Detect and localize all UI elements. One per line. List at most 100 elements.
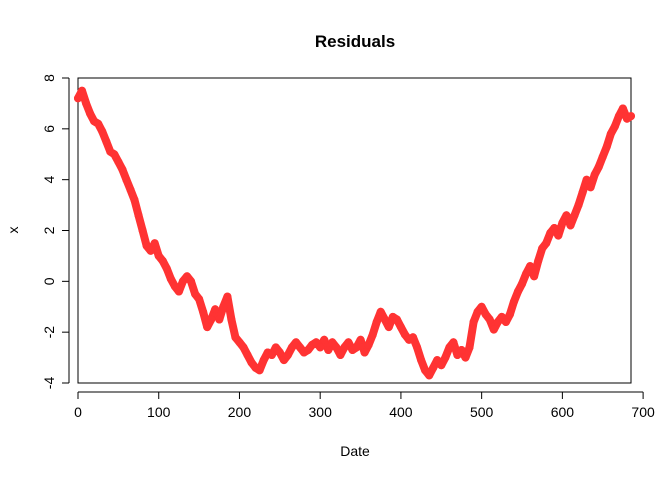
data-point: [110, 150, 119, 159]
plot-area-border: [77, 77, 632, 384]
data-point: [364, 340, 373, 349]
data-point: [441, 353, 450, 362]
data-point: [74, 94, 82, 103]
data-point: [239, 343, 248, 352]
data-point: [505, 310, 514, 319]
data-point: [570, 211, 579, 220]
data-point: [98, 127, 107, 136]
data-point: [477, 302, 486, 311]
data-point: [130, 196, 139, 204]
x-axis-label: Date: [340, 443, 370, 459]
x-tick-label: 600: [551, 404, 575, 420]
data-point: [574, 201, 583, 210]
data-point: [380, 315, 389, 324]
y-tick-label: 0: [41, 277, 57, 285]
y-axis: -4 -2 0 2 4 6 8: [41, 74, 70, 390]
data-point: [259, 356, 268, 365]
data-point: [360, 348, 369, 357]
data-point: [320, 335, 329, 344]
data-point: [138, 226, 147, 235]
data-point: [352, 343, 361, 352]
data-point: [114, 157, 123, 166]
x-tick-label: 0: [74, 404, 82, 420]
data-point: [594, 163, 603, 171]
data-point: [457, 346, 466, 354]
data-point: [518, 279, 526, 288]
data-point: [469, 318, 478, 326]
data-point: [566, 221, 575, 230]
chart-title: Residuals: [315, 32, 395, 51]
data-point: [396, 323, 405, 332]
y-tick-label: 8: [41, 74, 57, 82]
data-point: [275, 348, 284, 357]
y-axis-label: x: [5, 227, 21, 234]
data-point: [384, 323, 393, 332]
data-point: [332, 343, 341, 352]
data-point: [542, 239, 551, 248]
data-point: [207, 315, 216, 324]
data-point: [449, 338, 458, 347]
data-point: [122, 175, 131, 184]
data-point: [211, 305, 220, 314]
data-point: [522, 269, 531, 278]
data-point: [283, 351, 292, 359]
data-point: [227, 315, 236, 324]
data-point: [118, 165, 127, 174]
x-axis: 0 100 200 300 400 500 600 700: [74, 391, 655, 420]
y-tick-label: -2: [41, 326, 57, 339]
data-point: [582, 175, 591, 184]
x-tick-label: 500: [470, 404, 494, 420]
data-point: [602, 142, 611, 151]
x-tick-label: 400: [389, 404, 413, 420]
y-tick-label: -4: [41, 377, 57, 390]
data-point: [316, 343, 325, 352]
data-point: [425, 371, 434, 380]
x-tick-label: 700: [631, 404, 655, 420]
data-point: [126, 185, 135, 194]
data-point: [158, 257, 167, 265]
data-point: [409, 333, 417, 342]
data-point: [376, 307, 385, 316]
data-point: [215, 315, 224, 324]
x-tick-label: 200: [228, 404, 252, 420]
data-point: [578, 188, 587, 197]
data-point: [627, 112, 635, 121]
data-point: [485, 315, 494, 324]
x-tick-label: 100: [147, 404, 171, 420]
data-point: [606, 129, 615, 138]
data-point: [94, 119, 103, 128]
data-point: [255, 366, 264, 375]
data-point: [166, 274, 175, 283]
data-point: [413, 343, 422, 352]
data-point: [514, 287, 522, 296]
data-point: [558, 218, 567, 227]
data-point: [150, 239, 159, 248]
data-point: [146, 246, 155, 255]
data-point: [82, 99, 91, 108]
data-point: [618, 104, 627, 113]
data-point: [86, 109, 95, 118]
data-point: [534, 257, 543, 265]
y-tick-label: 2: [41, 226, 57, 234]
data-point: [344, 338, 353, 347]
data-point: [598, 152, 607, 161]
data-point: [562, 211, 571, 220]
data-point: [336, 351, 345, 359]
data-point: [489, 325, 498, 334]
data-point: [614, 112, 623, 121]
data-point: [356, 335, 365, 344]
data-point: [465, 343, 474, 352]
data-point: [526, 262, 535, 271]
data-point: [223, 292, 232, 301]
data-point: [429, 363, 438, 372]
data-point: [174, 287, 183, 296]
data-point: [392, 315, 401, 324]
y-tick-label: 4: [41, 176, 57, 184]
data-point: [134, 211, 143, 220]
data-point: [324, 346, 333, 354]
data-point: [243, 351, 252, 359]
data-point: [162, 264, 171, 273]
data-point: [102, 137, 111, 146]
data-point: [78, 86, 86, 95]
